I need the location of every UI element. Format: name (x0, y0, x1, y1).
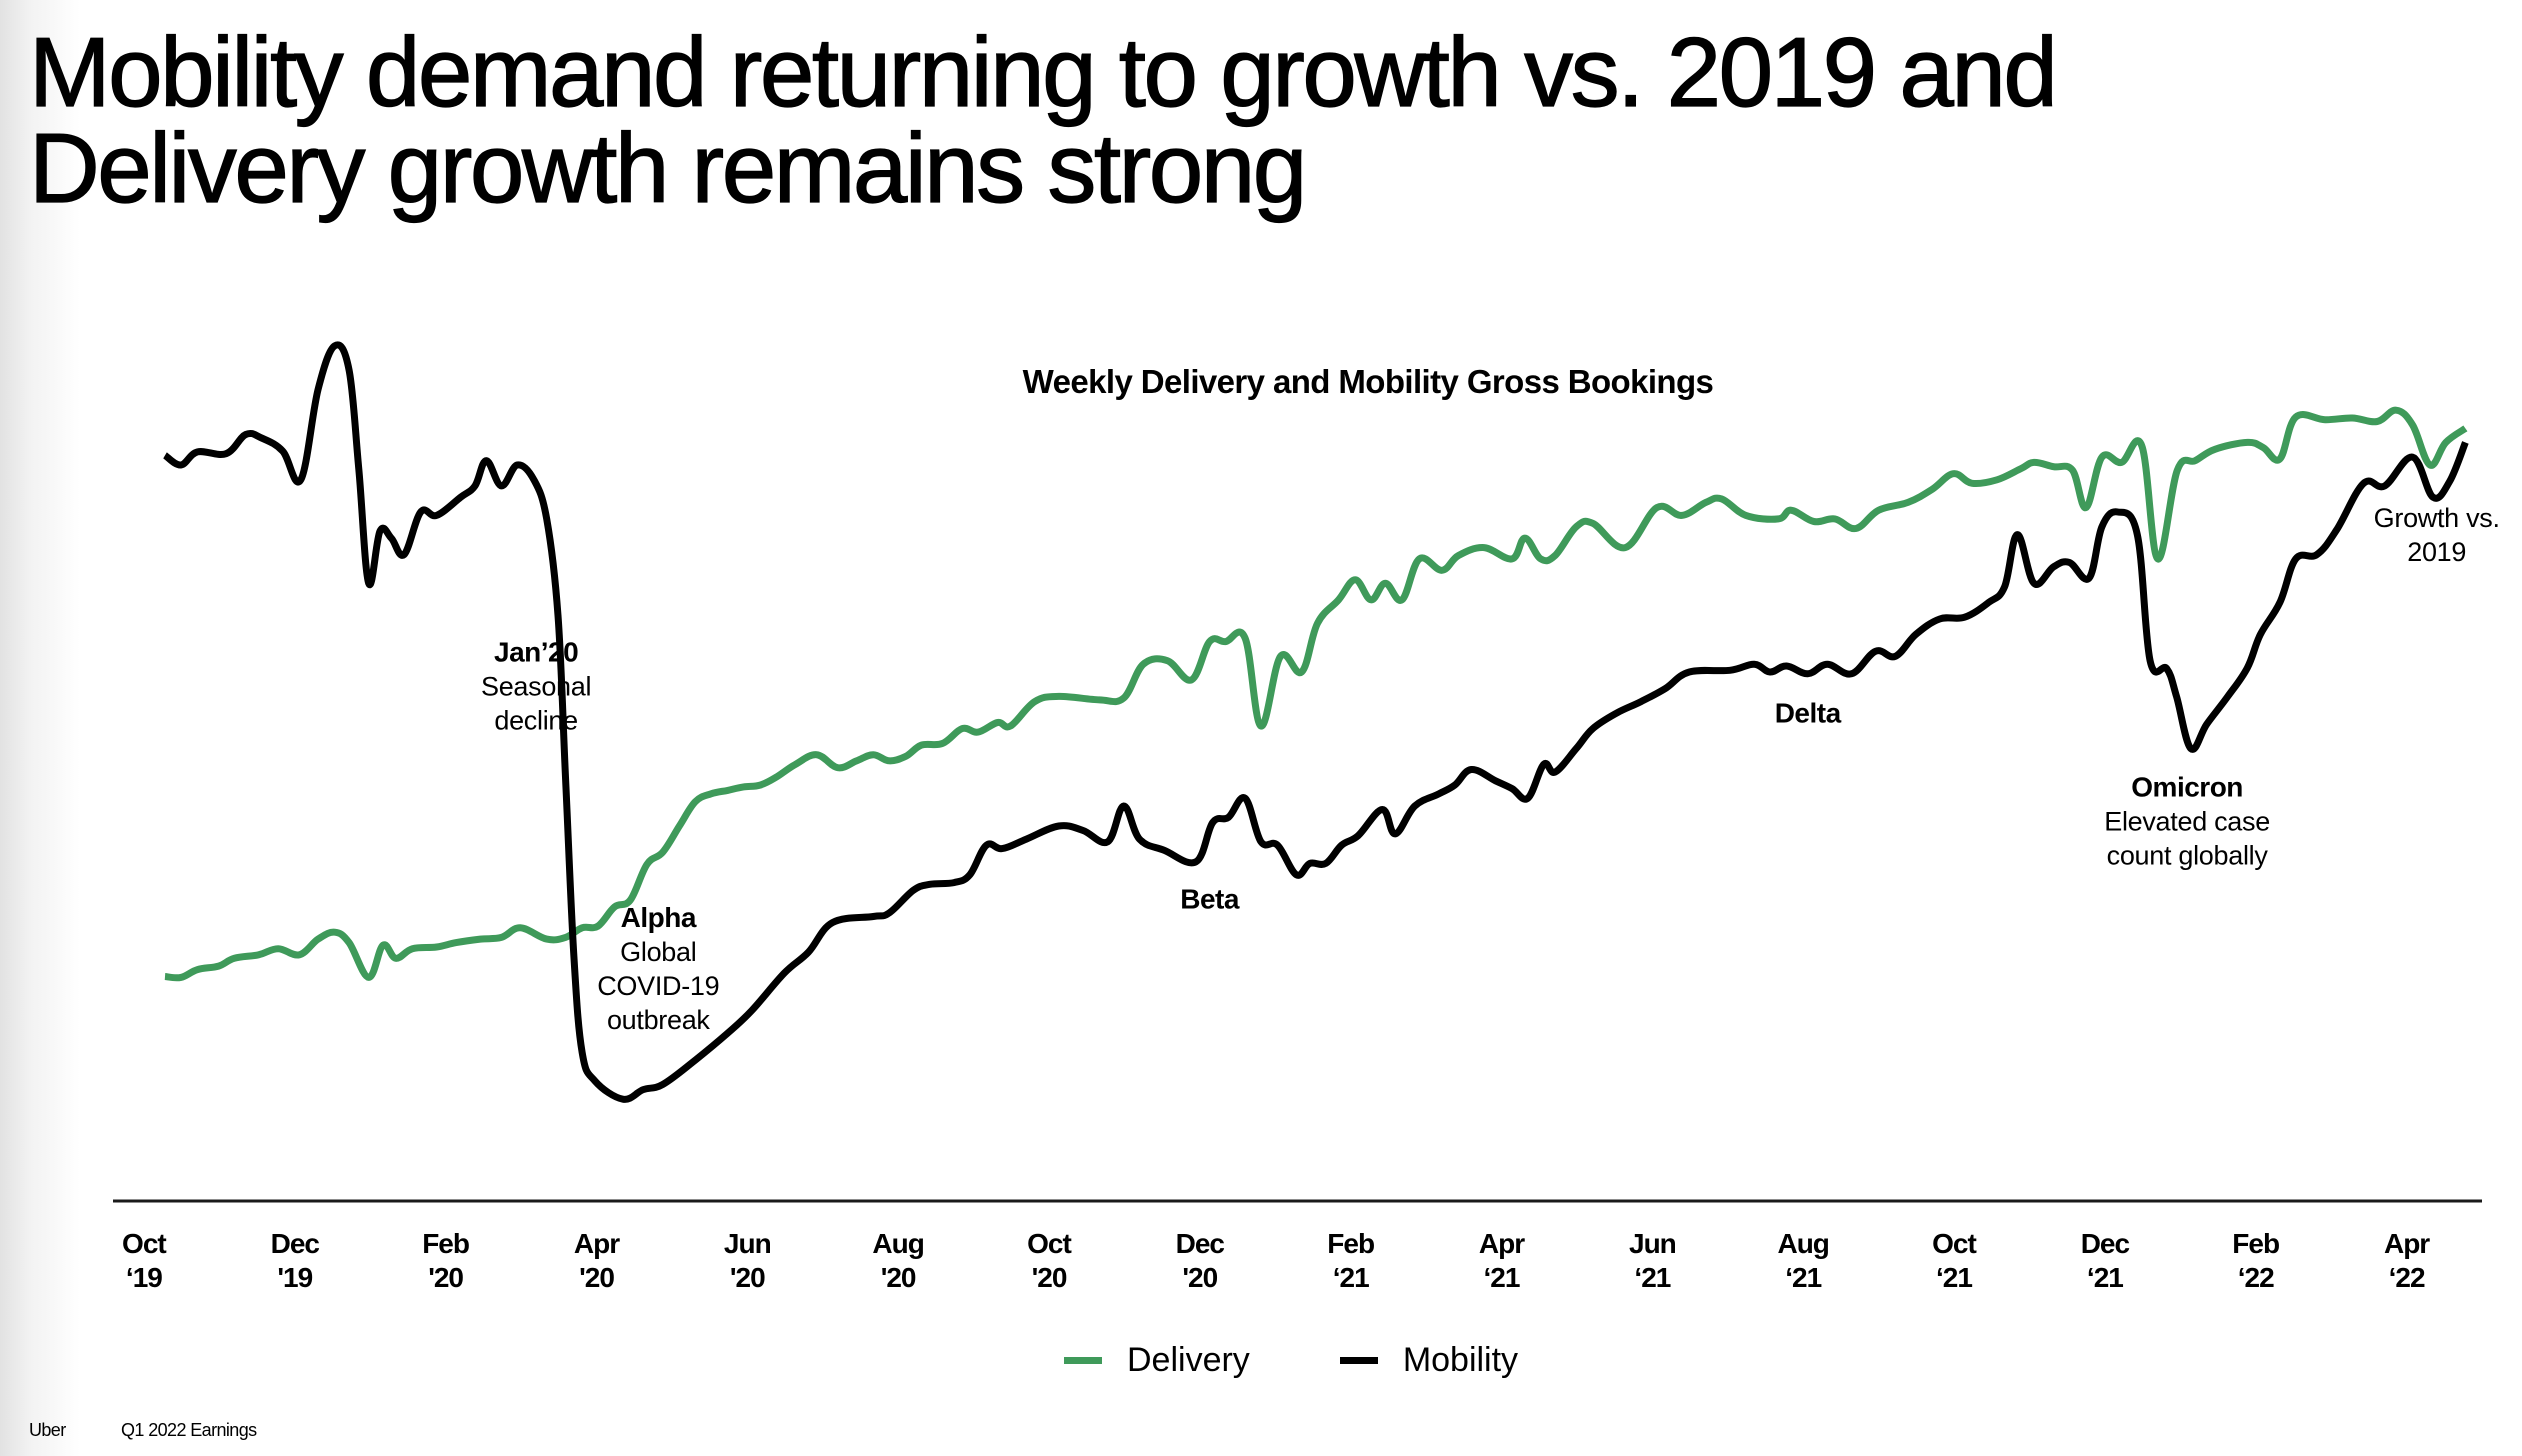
x-tick-year: ‘22 (2389, 1262, 2425, 1293)
x-tick-year: ‘19 (126, 1262, 162, 1293)
series-line-delivery (164, 406, 2468, 982)
annotation-heading: Omicron (2131, 772, 2243, 803)
x-tick-month: Feb (2232, 1228, 2279, 1259)
x-tick-month: Feb (422, 1228, 469, 1259)
annotation: Jan’20 Seasonal decline (481, 637, 592, 736)
series-layer (162, 341, 2469, 1103)
x-tick-year: ‘21 (1333, 1262, 1369, 1293)
slide-edge-shadow (0, 0, 80, 1456)
x-tick-year: '20 (881, 1262, 916, 1293)
x-tick-month: Apr (2384, 1228, 2430, 1259)
x-tick-month: Aug (1777, 1228, 1828, 1259)
footer-label: Q1 2022 Earnings (121, 1420, 257, 1440)
x-axis-ticks: Oct‘19Dec'19Feb'20Apr'20Jun'20Aug'20Oct'… (122, 1228, 2431, 1293)
legend-swatch-delivery (1064, 1356, 1102, 1364)
annotation-text: outbreak (607, 1005, 710, 1035)
annotation-text: Global (620, 937, 696, 967)
legend-label-mobility: Mobility (1402, 1340, 1519, 1379)
annotation-text: decline (494, 706, 577, 736)
annotation-text: Seasonal (481, 672, 591, 702)
x-tick-month: Dec (271, 1228, 320, 1259)
x-tick-year: '20 (1182, 1262, 1217, 1293)
annotations: Jan’20 Seasonal decline Alpha Global COVID-19… (481, 503, 2500, 1035)
x-tick-year: '20 (1032, 1262, 1067, 1293)
x-tick-year: ‘22 (2238, 1262, 2274, 1293)
x-tick-year: '19 (277, 1262, 312, 1293)
annotation-text: COVID-19 (597, 971, 719, 1001)
annotation: Delta (1775, 698, 1842, 729)
x-tick-month: Jun (1629, 1228, 1676, 1259)
x-tick-year: ‘21 (1785, 1262, 1821, 1293)
x-tick-month: Jun (724, 1228, 771, 1259)
x-tick-year: '20 (428, 1262, 463, 1293)
slide-title-line-2: Delivery growth remains strong (28, 113, 1307, 223)
x-tick-month: Dec (1176, 1228, 1225, 1259)
x-tick-month: Oct (122, 1228, 166, 1259)
x-tick-year: ‘21 (1484, 1262, 1520, 1293)
x-tick-month: Aug (872, 1228, 923, 1259)
x-tick-year: ‘21 (1634, 1262, 1670, 1293)
annotation-heading: Alpha (621, 902, 697, 933)
annotation-heading: Delta (1775, 698, 1842, 729)
x-tick-year: ‘21 (1936, 1262, 1972, 1293)
annotation: Omicron Elevated case count globally (2104, 772, 2270, 871)
x-tick-month: Feb (1327, 1228, 1374, 1259)
annotation: Growth vs. 2019 (2374, 503, 2500, 567)
x-tick-year: '20 (579, 1262, 614, 1293)
slide-title: Mobility demand returning to growth vs. … (28, 17, 2479, 223)
x-tick-month: Oct (1027, 1228, 1071, 1259)
slide-title-line-1: Mobility demand returning to growth vs. … (28, 17, 2058, 127)
legend-swatch-mobility (1339, 1356, 1378, 1364)
annotation-heading: Beta (1180, 884, 1240, 915)
annotation-text: count globally (2107, 841, 2269, 871)
legend-item-mobility: Mobility (1339, 1340, 1519, 1380)
x-tick-month: Apr (574, 1228, 620, 1259)
annotation-text: Growth vs. (2374, 503, 2500, 533)
footer-brand: Uber (29, 1420, 66, 1440)
chart-title: Weekly Delivery and Mobility Gross Booki… (1023, 363, 1714, 400)
x-tick-year: '20 (730, 1262, 765, 1293)
annotation: Alpha Global COVID-19 outbreak (597, 902, 719, 1035)
legend-item-delivery: Delivery (1064, 1341, 1250, 1380)
x-tick-month: Dec (2081, 1228, 2130, 1259)
annotation: Beta (1180, 884, 1240, 915)
x-tick-month: Oct (1932, 1228, 1976, 1259)
annotation-heading: Jan’20 (494, 637, 578, 668)
x-tick-year: ‘21 (2087, 1262, 2123, 1293)
chart-legend: Delivery Mobility (1064, 1335, 1608, 1385)
annotation-text: Elevated case (2104, 807, 2270, 837)
x-tick-month: Apr (1479, 1228, 1525, 1259)
annotation-text: 2019 (2407, 537, 2466, 567)
legend-label-delivery: Delivery (1127, 1340, 1250, 1379)
series-line-mobility (162, 341, 2469, 1103)
